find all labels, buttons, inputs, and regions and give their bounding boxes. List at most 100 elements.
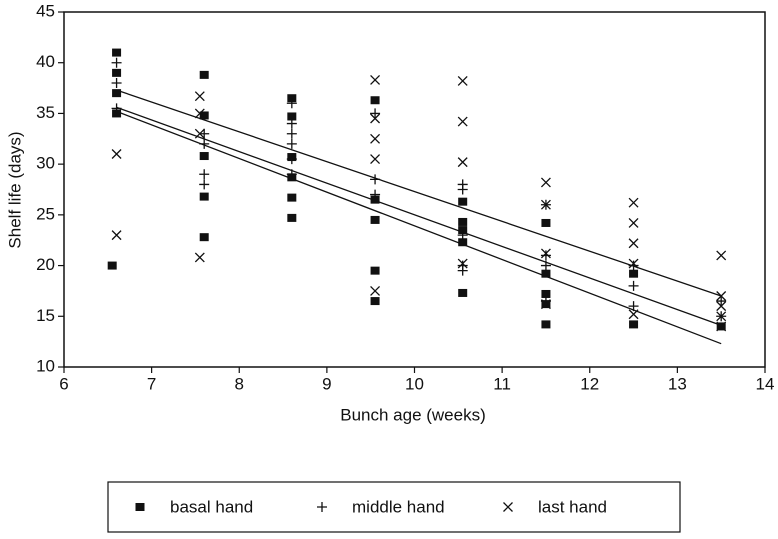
point <box>370 174 381 185</box>
trend-line <box>116 89 722 297</box>
y-tick-label: 35 <box>36 103 55 122</box>
x-tick-label: 14 <box>756 374 775 393</box>
point <box>629 269 639 278</box>
y-tick-label: 20 <box>36 255 55 274</box>
x-tick-label: 11 <box>493 374 511 393</box>
y-tick-label: 10 <box>36 356 55 375</box>
point <box>199 233 209 242</box>
y-tick-label: 45 <box>36 1 55 20</box>
point <box>457 230 468 241</box>
x-tick-label: 10 <box>405 374 424 393</box>
point <box>194 128 205 139</box>
point <box>540 248 551 259</box>
point <box>370 297 380 306</box>
point <box>458 197 468 206</box>
legend-marker <box>503 502 513 512</box>
point <box>286 169 297 180</box>
point <box>370 113 381 124</box>
point <box>111 78 122 88</box>
legend-label: last hand <box>538 497 607 516</box>
x-tick-label: 13 <box>668 374 687 393</box>
trend-line <box>116 106 722 327</box>
point <box>194 252 205 263</box>
point <box>716 321 727 332</box>
point <box>370 266 380 275</box>
point <box>628 218 639 228</box>
point <box>370 133 381 144</box>
point <box>107 261 117 270</box>
legend-marker <box>135 503 145 511</box>
point <box>111 230 122 241</box>
point <box>111 57 122 68</box>
point <box>199 152 209 161</box>
point <box>370 96 380 105</box>
point <box>199 128 210 139</box>
point <box>541 320 551 329</box>
point <box>286 138 297 149</box>
point <box>112 48 122 57</box>
point <box>541 218 551 227</box>
legend-label: basal hand <box>170 497 253 516</box>
point <box>370 215 380 224</box>
point <box>540 299 551 310</box>
trend-line <box>116 110 722 345</box>
point <box>287 213 297 222</box>
point <box>628 238 639 249</box>
point <box>458 288 468 297</box>
point <box>286 128 297 139</box>
point <box>628 258 639 269</box>
point <box>199 111 209 120</box>
point <box>716 296 727 307</box>
point <box>541 289 551 298</box>
point <box>457 116 468 127</box>
point <box>286 154 297 165</box>
point <box>458 238 468 247</box>
point <box>628 280 639 291</box>
point <box>199 192 209 201</box>
point <box>370 154 381 165</box>
point <box>112 89 122 98</box>
plot-frame <box>63 11 766 368</box>
point <box>199 169 210 180</box>
point <box>286 118 297 129</box>
point <box>370 195 380 204</box>
point <box>286 98 297 109</box>
legend-box <box>107 481 681 533</box>
point <box>370 189 381 200</box>
point <box>457 258 468 269</box>
point <box>457 157 468 168</box>
y-tick-label: 30 <box>36 154 55 173</box>
y-tick-label: 40 <box>36 52 55 71</box>
point <box>540 177 551 188</box>
point <box>194 108 205 119</box>
point <box>716 291 727 301</box>
x-tick-label: 7 <box>147 374 156 393</box>
legend-label: middle hand <box>352 497 445 516</box>
point <box>370 74 381 85</box>
point <box>111 103 122 114</box>
point <box>540 199 551 210</box>
legend-marker <box>317 502 327 512</box>
point <box>457 265 468 276</box>
point <box>541 269 551 278</box>
y-axis-label: Shelf life (days) <box>5 131 24 248</box>
point <box>287 193 297 202</box>
point <box>370 285 381 296</box>
point <box>287 94 297 103</box>
x-tick-label: 12 <box>580 374 599 393</box>
x-tick-label: 6 <box>59 374 68 393</box>
point <box>199 179 210 190</box>
point <box>199 138 210 149</box>
x-tick-label: 9 <box>322 374 331 393</box>
point <box>458 217 468 226</box>
y-tick-label: 25 <box>36 204 55 223</box>
point <box>112 109 122 118</box>
point <box>628 309 639 320</box>
point <box>287 112 297 121</box>
y-tick-label: 15 <box>36 306 55 325</box>
point <box>628 301 639 312</box>
point <box>628 260 639 271</box>
point <box>457 76 468 86</box>
